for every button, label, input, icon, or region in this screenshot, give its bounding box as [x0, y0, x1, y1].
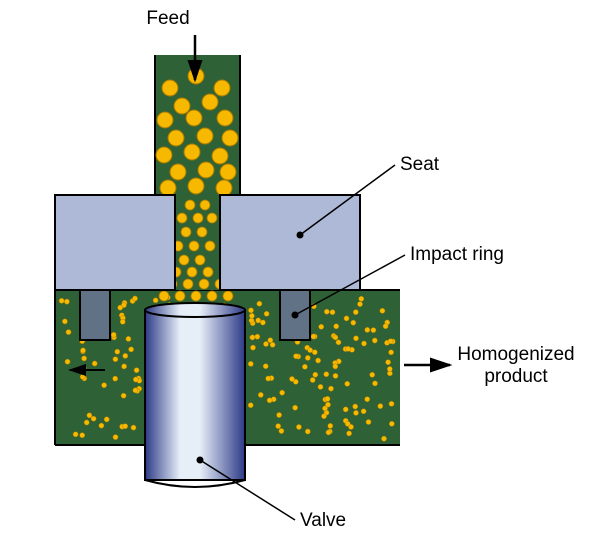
seat-dot — [297, 232, 304, 239]
valve-top — [145, 303, 245, 317]
label-product-2: product — [484, 366, 548, 387]
valve-body — [145, 310, 245, 480]
valve-dot — [197, 457, 204, 464]
impact-ring-left — [80, 290, 110, 340]
label-impact-ring: Impact ring — [410, 244, 504, 265]
impact-ring-dot — [292, 312, 299, 319]
seat-right — [220, 195, 360, 290]
seat-left — [55, 195, 175, 290]
label-feed: Feed — [146, 8, 189, 29]
label-product-1: Homogenized — [457, 344, 574, 365]
label-valve: Valve — [300, 510, 346, 531]
label-seat: Seat — [400, 154, 440, 175]
